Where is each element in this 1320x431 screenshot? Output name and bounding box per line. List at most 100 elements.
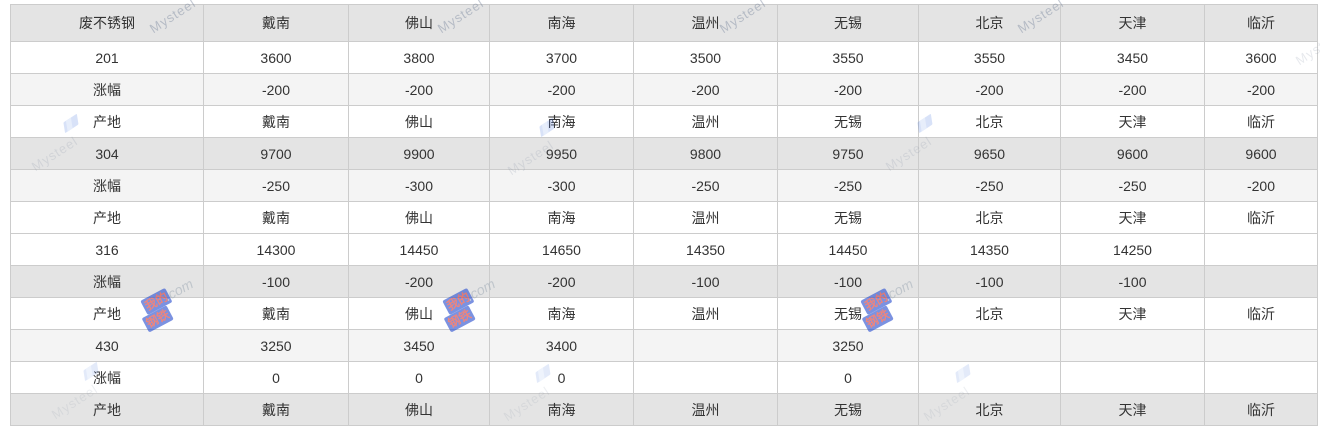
table-cell: 佛山 bbox=[348, 393, 490, 426]
table-cell: 无锡 bbox=[777, 201, 919, 234]
row-label: 201 bbox=[10, 41, 204, 74]
table-cell: 温州 bbox=[633, 201, 778, 234]
table-cell: 14650 bbox=[489, 233, 634, 266]
col-header-city: 南海 bbox=[489, 4, 634, 42]
table-cell: -200 bbox=[489, 73, 634, 106]
table-row-201-origin: 产地 戴南 佛山 南海 温州 无锡 北京 天津 临沂 bbox=[10, 105, 1318, 138]
col-header-city: 温州 bbox=[633, 4, 778, 42]
table-cell: 天津 bbox=[1060, 393, 1205, 426]
table-row-316-origin: 产地 戴南 佛山 南海 温州 无锡 北京 天津 临沂 bbox=[10, 297, 1318, 330]
table-row-304-price: 304 9700 9900 9950 9800 9750 9650 9600 9… bbox=[10, 137, 1318, 170]
row-label: 涨幅 bbox=[10, 361, 204, 394]
table-cell: 3250 bbox=[203, 329, 349, 362]
table-cell: 14250 bbox=[1060, 233, 1205, 266]
table-cell: 无锡 bbox=[777, 393, 919, 426]
table-cell bbox=[1204, 361, 1318, 394]
table-cell: 无锡 bbox=[777, 105, 919, 138]
table-cell: 9600 bbox=[1060, 137, 1205, 170]
table-cell: 9600 bbox=[1204, 137, 1318, 170]
table-cell: 天津 bbox=[1060, 297, 1205, 330]
table-cell: 天津 bbox=[1060, 105, 1205, 138]
table-cell: 14350 bbox=[918, 233, 1061, 266]
col-header-city: 北京 bbox=[918, 4, 1061, 42]
table-cell: 天津 bbox=[1060, 201, 1205, 234]
table-cell: -100 bbox=[918, 265, 1061, 298]
price-table: 废不锈钢 戴南 佛山 南海 温州 无锡 北京 天津 临沂 201 3600 38… bbox=[10, 4, 1318, 426]
table-cell: 3550 bbox=[918, 41, 1061, 74]
table-cell: 临沂 bbox=[1204, 297, 1318, 330]
table-row-316-price: 316 14300 14450 14650 14350 14450 14350 … bbox=[10, 233, 1318, 266]
table-cell bbox=[1060, 329, 1205, 362]
row-label: 产地 bbox=[10, 105, 204, 138]
table-cell bbox=[633, 329, 778, 362]
table-cell: -100 bbox=[777, 265, 919, 298]
table-cell: 9950 bbox=[489, 137, 634, 170]
row-label: 316 bbox=[10, 233, 204, 266]
row-label: 430 bbox=[10, 329, 204, 362]
table-cell: -200 bbox=[1204, 169, 1318, 202]
table-cell: -200 bbox=[1204, 73, 1318, 106]
col-header-city: 无锡 bbox=[777, 4, 919, 42]
table-cell: 0 bbox=[777, 361, 919, 394]
table-cell: -250 bbox=[1060, 169, 1205, 202]
table-cell bbox=[918, 329, 1061, 362]
table-cell: -100 bbox=[1060, 265, 1205, 298]
table-cell: 14300 bbox=[203, 233, 349, 266]
table-cell bbox=[1060, 361, 1205, 394]
col-header-material: 废不锈钢 bbox=[10, 4, 204, 42]
table-cell: -300 bbox=[348, 169, 490, 202]
table-cell: 戴南 bbox=[203, 297, 349, 330]
table-cell: -200 bbox=[777, 73, 919, 106]
table-cell: 临沂 bbox=[1204, 201, 1318, 234]
table-cell: 14450 bbox=[348, 233, 490, 266]
row-label: 产地 bbox=[10, 297, 204, 330]
col-header-city: 佛山 bbox=[348, 4, 490, 42]
table-cell: 3450 bbox=[1060, 41, 1205, 74]
table-cell: 3400 bbox=[489, 329, 634, 362]
table-cell: 3600 bbox=[1204, 41, 1318, 74]
table-cell: 3500 bbox=[633, 41, 778, 74]
table-cell: 北京 bbox=[918, 201, 1061, 234]
table-cell: 温州 bbox=[633, 105, 778, 138]
table-cell: 9650 bbox=[918, 137, 1061, 170]
table-cell: 14450 bbox=[777, 233, 919, 266]
table-cell: 3250 bbox=[777, 329, 919, 362]
table-cell: 9700 bbox=[203, 137, 349, 170]
table-cell bbox=[1204, 265, 1318, 298]
table-cell: 临沂 bbox=[1204, 105, 1318, 138]
table-cell: -250 bbox=[203, 169, 349, 202]
col-header-city: 临沂 bbox=[1204, 4, 1318, 42]
table-cell: 9800 bbox=[633, 137, 778, 170]
table-cell: 温州 bbox=[633, 297, 778, 330]
table-cell: 戴南 bbox=[203, 201, 349, 234]
table-cell: 3550 bbox=[777, 41, 919, 74]
table-cell: 14350 bbox=[633, 233, 778, 266]
table-cell: 南海 bbox=[489, 393, 634, 426]
table-cell: -200 bbox=[1060, 73, 1205, 106]
table-row-304-origin: 产地 戴南 佛山 南海 温州 无锡 北京 天津 临沂 bbox=[10, 201, 1318, 234]
table-cell: 3800 bbox=[348, 41, 490, 74]
table-row-430-change: 涨幅 0 0 0 0 bbox=[10, 361, 1318, 394]
table-row-201-change: 涨幅 -200 -200 -200 -200 -200 -200 -200 -2… bbox=[10, 73, 1318, 106]
table-cell: 戴南 bbox=[203, 393, 349, 426]
table-cell: -100 bbox=[203, 265, 349, 298]
table-cell: 戴南 bbox=[203, 105, 349, 138]
table-cell: 南海 bbox=[489, 297, 634, 330]
table-cell: 北京 bbox=[918, 297, 1061, 330]
table-cell: 0 bbox=[348, 361, 490, 394]
table-cell: -250 bbox=[777, 169, 919, 202]
table-row-304-change: 涨幅 -250 -300 -300 -250 -250 -250 -250 -2… bbox=[10, 169, 1318, 202]
table-row-430-origin: 产地 戴南 佛山 南海 温州 无锡 北京 天津 临沂 bbox=[10, 393, 1318, 426]
table-cell: -200 bbox=[348, 73, 490, 106]
table-cell: -200 bbox=[633, 73, 778, 106]
table-cell: -200 bbox=[348, 265, 490, 298]
row-label: 涨幅 bbox=[10, 265, 204, 298]
table-cell: 温州 bbox=[633, 393, 778, 426]
table-header-row: 废不锈钢 戴南 佛山 南海 温州 无锡 北京 天津 临沂 bbox=[10, 4, 1318, 42]
table-cell bbox=[918, 361, 1061, 394]
table-cell: 3700 bbox=[489, 41, 634, 74]
table-cell: -250 bbox=[918, 169, 1061, 202]
table-cell bbox=[633, 361, 778, 394]
row-label: 304 bbox=[10, 137, 204, 170]
table-row-316-change: 涨幅 -100 -200 -200 -100 -100 -100 -100 bbox=[10, 265, 1318, 298]
